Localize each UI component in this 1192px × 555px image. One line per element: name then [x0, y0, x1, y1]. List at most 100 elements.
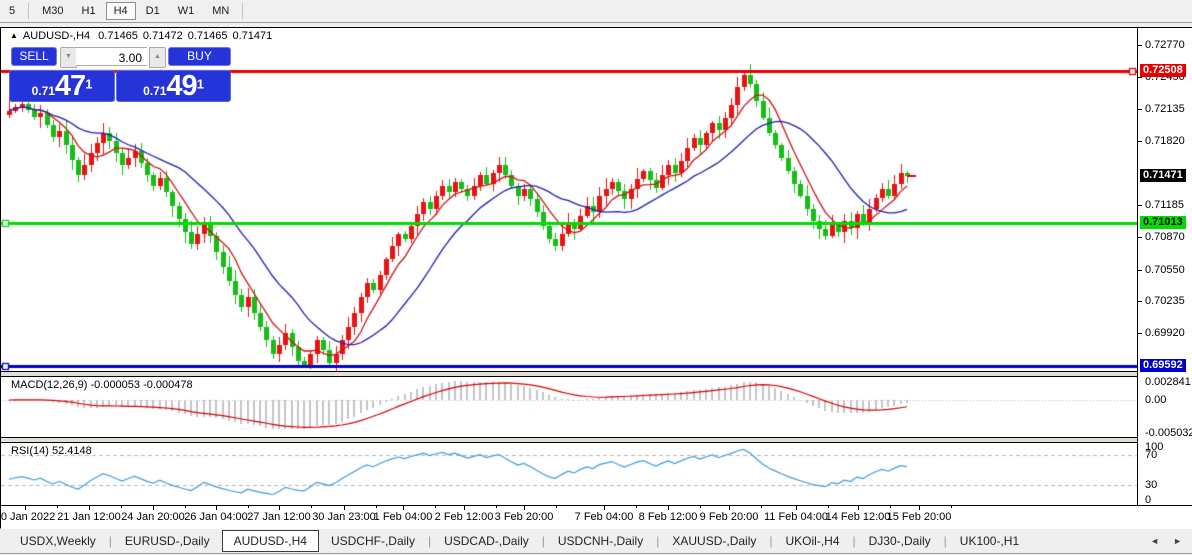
- price-axis-label: 0.69920: [1145, 327, 1185, 339]
- timeframe-button-mn[interactable]: MN: [212, 5, 230, 17]
- time-axis-minor-tick: [121, 506, 122, 508]
- timeframe-toolbar: 5 M30 H1 H4 D1 W1 MN: [0, 0, 1192, 23]
- toolbar-separator: [28, 3, 30, 19]
- tab-separator: |: [108, 534, 112, 548]
- price-axis-separator: [1137, 28, 1138, 505]
- price-badge: 0.69592: [1140, 359, 1186, 372]
- time-axis-label: 20 Jan 2022: [0, 511, 56, 523]
- pane-splitter[interactable]: [1, 372, 1192, 377]
- time-axis-label: 1 Feb 04:00: [373, 511, 433, 523]
- time-axis-label: 21 Jan 12:00: [57, 511, 121, 523]
- volume-input[interactable]: [76, 47, 147, 66]
- rsi-axis-label: 100: [1145, 441, 1164, 453]
- chart-tab-usdcnh-daily[interactable]: USDCNH-,Daily: [557, 534, 644, 548]
- time-axis-label: 3 Feb 20:00: [494, 511, 554, 523]
- time-axis-minor-tick: [311, 506, 312, 508]
- time-axis-minor-tick: [761, 506, 762, 508]
- ask-price-pip: 1: [196, 76, 204, 92]
- time-axis-tick: [25, 506, 26, 510]
- time-axis-tick: [89, 506, 90, 510]
- chart-tab-usdcad-daily[interactable]: USDCAD-,Daily: [444, 534, 529, 548]
- macd-axis-label: -0.005032: [1145, 427, 1192, 439]
- bid-price-prefix: 0.71: [31, 84, 55, 98]
- time-axis-tick: [403, 506, 404, 510]
- price-axis-tick: [1138, 333, 1142, 334]
- pane-splitter[interactable]: [1, 438, 1192, 443]
- sell-button[interactable]: SELL: [11, 47, 57, 66]
- price-axis-tick: [1138, 205, 1142, 206]
- timeframe-button-5[interactable]: 5: [9, 5, 16, 17]
- price-axis-tick: [1138, 141, 1142, 142]
- time-axis-tick: [919, 506, 920, 510]
- chart-tab-uk100-h1[interactable]: UK100-,H1: [959, 534, 1020, 548]
- time-axis-tick: [729, 506, 730, 510]
- tab-separator: |: [852, 534, 856, 548]
- bid-price-pip: 1: [85, 76, 93, 92]
- macd-axis-label: 0.00: [1145, 394, 1167, 406]
- timeframe-button-h4[interactable]: H4: [105, 2, 136, 20]
- time-axis-label: 11 Feb 04:00: [763, 511, 828, 523]
- tab-separator: |: [769, 534, 773, 548]
- price-axis-tick: [1138, 45, 1142, 46]
- collapse-quotes-icon[interactable]: ▲: [10, 31, 18, 40]
- time-axis-minor-tick: [376, 506, 377, 508]
- bid-price-main: 47: [54, 70, 86, 102]
- chart-tab-ukoil-h4[interactable]: UKOil-,H4: [785, 534, 840, 548]
- macd-canvas[interactable]: [1, 377, 1137, 437]
- price-axis-tick: [1138, 301, 1142, 302]
- volume-decrease-button[interactable]: ▼: [60, 47, 77, 68]
- rsi-value: 52.4148: [51, 445, 92, 457]
- timeframe-button-h1[interactable]: H1: [81, 5, 96, 17]
- chart-tab-bar: USDX,Weekly | EURUSD-,Daily AUDUSD-,H4 USDCH…: [0, 528, 1192, 554]
- time-axis-minor-tick: [636, 506, 637, 508]
- macd-name: MACD(12,26,9): [11, 379, 88, 391]
- price-axis-label: 0.71820: [1145, 135, 1185, 147]
- chart-tab-eurusd-daily[interactable]: EURUSD-,Daily: [124, 534, 210, 548]
- ask-price-main: 49: [166, 70, 197, 102]
- ask-price-box[interactable]: 0.71491: [116, 70, 231, 102]
- price-badge: 0.71013: [1140, 216, 1186, 229]
- chart-title: ▲ AUDUSD-,H4 0.71465 0.71472 0.71465 0.71471: [10, 30, 277, 42]
- tab-separator: |: [427, 534, 432, 548]
- time-axis-minor-tick: [496, 506, 497, 508]
- chart-tab-dj30-daily[interactable]: DJ30-,Daily: [868, 534, 931, 548]
- time-axis-label: 2 Feb 12:00: [434, 511, 494, 523]
- time-axis-tick: [604, 506, 605, 510]
- chart-window: 0.72770 0.72450 0.72135 0.71820 0.71185 0.708…: [0, 27, 1192, 529]
- time-axis-label: 7 Feb 04:00: [574, 511, 634, 523]
- time-axis-minor-tick: [57, 506, 58, 508]
- chart-tab-audusd-h4[interactable]: AUDUSD-,H4: [221, 530, 319, 552]
- ohlc-low: 0.71465: [187, 30, 228, 42]
- time-axis-minor-tick: [700, 506, 701, 508]
- rsi-axis-label: 70: [1145, 449, 1158, 461]
- price-axis-tick: [1138, 270, 1142, 271]
- timeframe-button-m30[interactable]: M30: [42, 5, 64, 17]
- chart-tab-usdchf-daily[interactable]: USDCHF-,Daily: [330, 534, 415, 548]
- time-axis-tick: [216, 506, 217, 510]
- tab-scroll-right-icon[interactable]: ►: [1173, 536, 1182, 546]
- rsi-label: RSI(14) 52.4148: [11, 445, 92, 457]
- chevron-up-icon: ▲: [154, 53, 161, 60]
- time-axis-tick: [524, 506, 525, 510]
- price-badge: 0.72508: [1140, 64, 1186, 77]
- rsi-axis-label: 30: [1145, 479, 1158, 491]
- buy-button[interactable]: BUY: [168, 47, 231, 66]
- bid-price-box[interactable]: 0.71471: [9, 70, 115, 102]
- tab-separator: |: [541, 534, 545, 548]
- chart-tab-usdx-weekly[interactable]: USDX,Weekly: [20, 534, 96, 548]
- tab-separator: |: [943, 534, 947, 548]
- rsi-canvas[interactable]: [1, 443, 1137, 505]
- volume-increase-button[interactable]: ▲: [149, 47, 166, 68]
- price-badge: 0.71471: [1140, 169, 1186, 182]
- macd-label: MACD(12,26,9) -0.000053 -0.000478: [11, 379, 193, 391]
- macd-value-main: -0.000053: [90, 379, 141, 391]
- timeframe-button-w1[interactable]: W1: [177, 5, 195, 17]
- chart-tab-xauusd-daily[interactable]: XAUUSD-,Daily: [672, 534, 757, 548]
- tab-scroll-left-icon[interactable]: ◄: [1150, 536, 1160, 546]
- time-axis-tick: [279, 506, 280, 510]
- price-axis-label: 0.70235: [1145, 295, 1185, 307]
- ask-price-prefix: 0.71: [143, 84, 167, 98]
- price-axis-tick: [1138, 77, 1142, 78]
- timeframe-button-d1[interactable]: D1: [145, 5, 160, 17]
- time-axis-label: 8 Feb 12:00: [638, 511, 698, 523]
